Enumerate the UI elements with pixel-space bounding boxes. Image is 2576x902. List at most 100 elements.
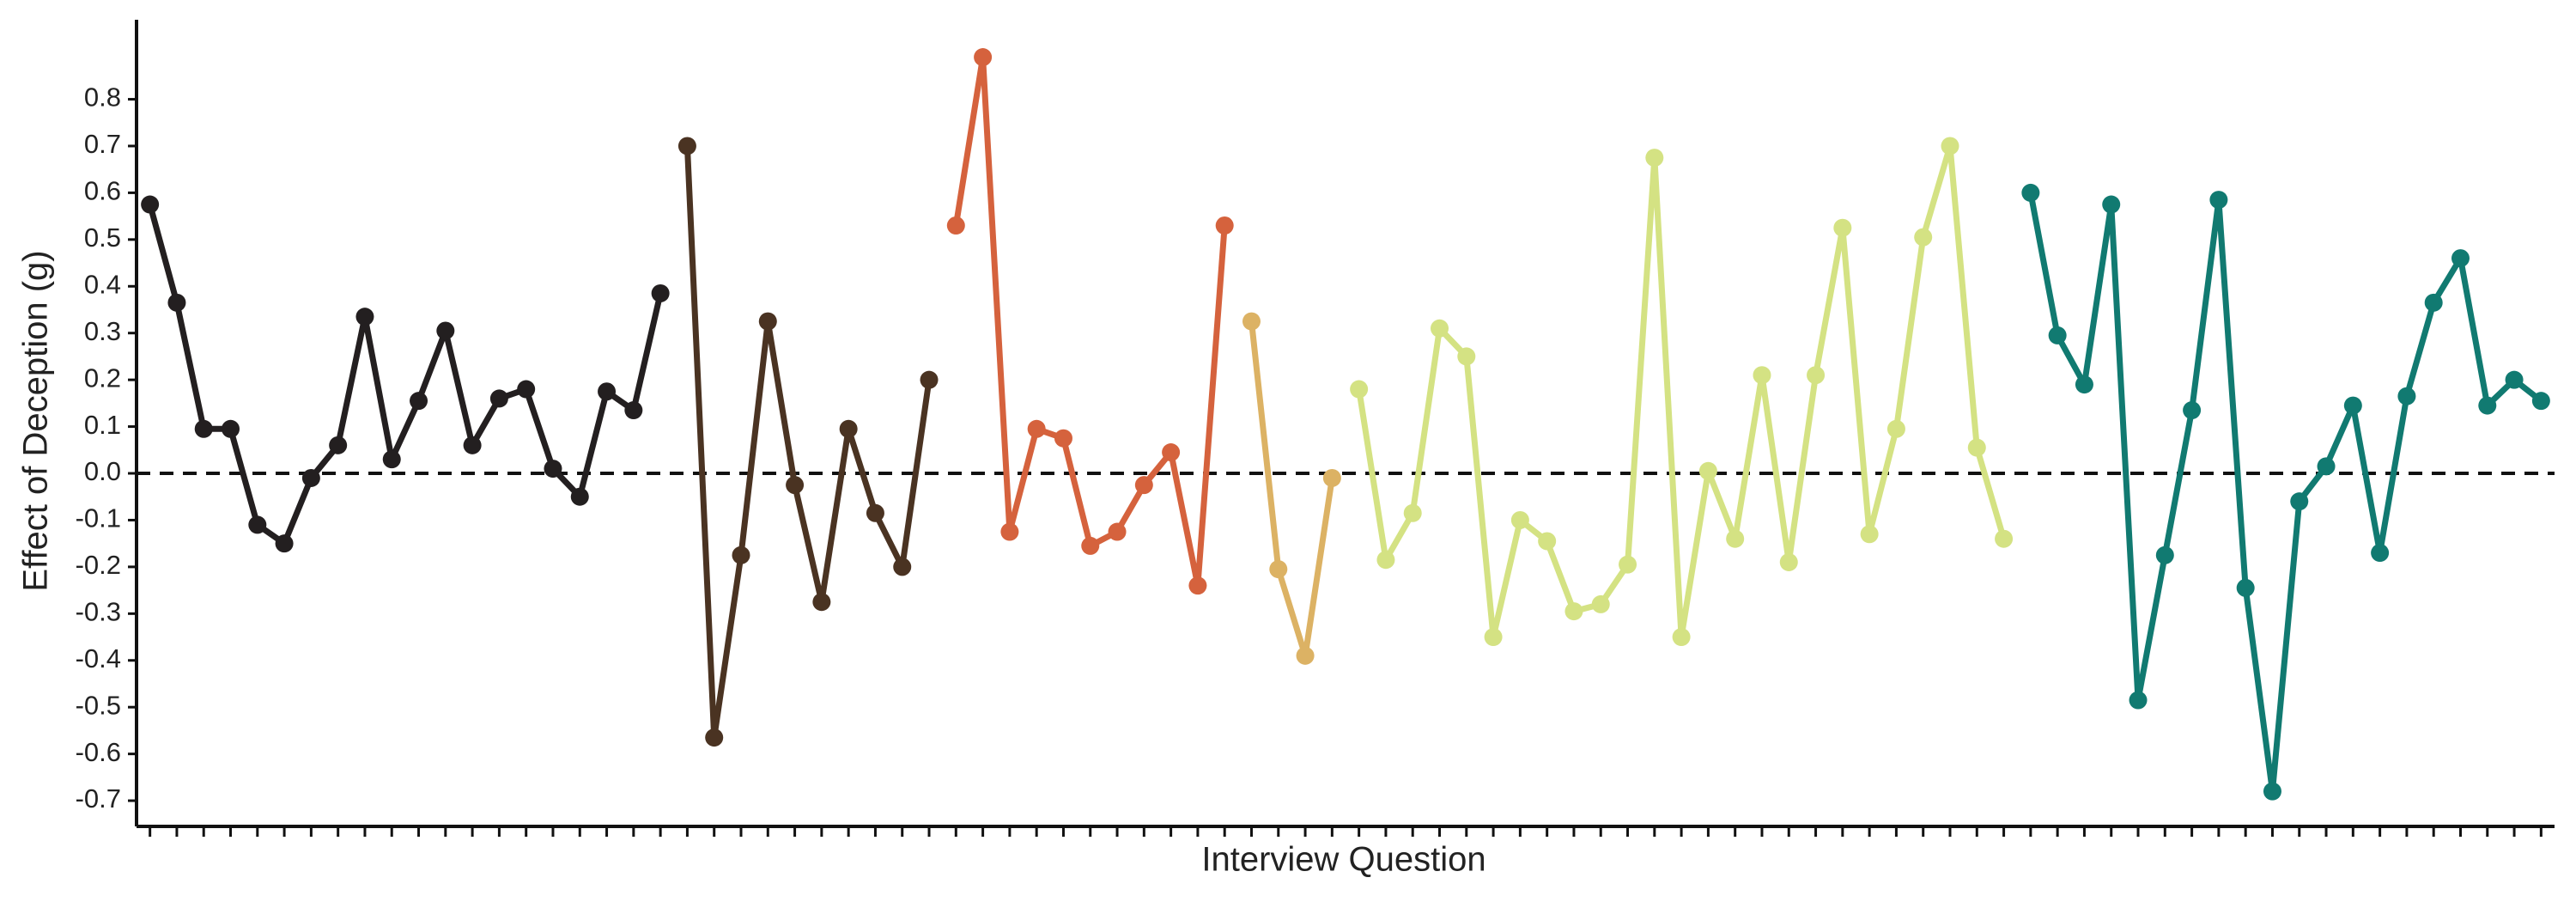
point [1779,552,1798,571]
point [1995,529,2014,548]
y-tick-label: 0.1 [84,410,121,440]
point [194,419,213,438]
point [920,370,939,389]
point [2505,370,2524,389]
point [758,312,777,331]
point [275,534,294,553]
y-tick-label: 0.5 [84,222,121,253]
point [1886,419,1905,438]
series-line [1356,143,2007,641]
point [2531,392,2550,411]
point [1431,319,1449,338]
y-tick-label: 0.2 [84,363,121,393]
point [2290,492,2309,511]
point [651,283,670,302]
y-tick-label: -0.7 [76,783,121,814]
point [1188,576,1207,595]
point [355,308,374,326]
point [2424,293,2443,312]
point [1672,628,1691,647]
point [463,436,482,454]
point [1726,529,1745,548]
point [1108,522,1127,541]
point [946,216,965,235]
point [1457,347,1476,366]
point [2075,375,2093,394]
point [517,380,536,399]
point [1134,476,1153,495]
point [1162,443,1181,462]
point [1564,602,1583,621]
point [1054,429,1072,448]
point [1350,380,1369,399]
point [1242,312,1261,331]
point [436,321,455,340]
point [1403,503,1422,522]
y-tick-label: -0.6 [76,737,121,767]
y-tick-label: 0.8 [84,82,121,113]
point [570,487,589,506]
point [1376,551,1395,570]
y-tick-label: 0.3 [84,316,121,346]
point [1081,536,1100,555]
point [1591,594,1610,613]
point [1538,532,1557,551]
point [2451,249,2470,268]
y-tick-label: -0.3 [76,597,121,627]
point [1941,137,1959,155]
point [1914,228,1933,247]
y-tick-label: 0.6 [84,176,121,206]
point [732,545,750,564]
point [248,515,267,534]
point [1484,628,1503,647]
series-line [952,54,1228,589]
y-tick-label: 0.0 [84,456,121,486]
point [2478,396,2497,415]
point [2102,195,2121,214]
point [222,419,240,438]
point [1645,149,1664,168]
point [624,401,643,420]
point [1833,218,1852,237]
point [2155,545,2174,564]
point [489,389,508,408]
y-tick-label: -0.2 [76,550,121,580]
point [1027,419,1046,438]
point [2209,191,2228,210]
point [1510,510,1529,529]
point [382,450,401,469]
series-line [1249,320,1335,659]
point [1967,438,1986,457]
point [2263,782,2281,801]
point [2371,544,2390,563]
point [2048,326,2067,344]
series-line [683,145,933,741]
point [1860,525,1879,544]
point [2021,183,2040,202]
point [167,293,186,312]
point [705,728,724,747]
point [1269,560,1288,579]
point [598,382,617,401]
point [301,468,320,487]
y-tick-label: -0.1 [76,503,121,533]
point [677,137,696,155]
point [839,419,858,438]
point [1215,216,1234,235]
point [329,436,348,454]
point [2183,401,2202,420]
point [544,460,562,478]
point [812,593,831,612]
point [893,558,912,576]
y-tick-label: 0.7 [84,129,121,159]
point [2317,457,2336,476]
point [1619,555,1637,574]
point [1296,646,1315,665]
point [1807,366,1826,385]
series-line [2027,192,2543,795]
point [2343,396,2362,415]
point [1000,522,1019,541]
point [2129,691,2148,710]
